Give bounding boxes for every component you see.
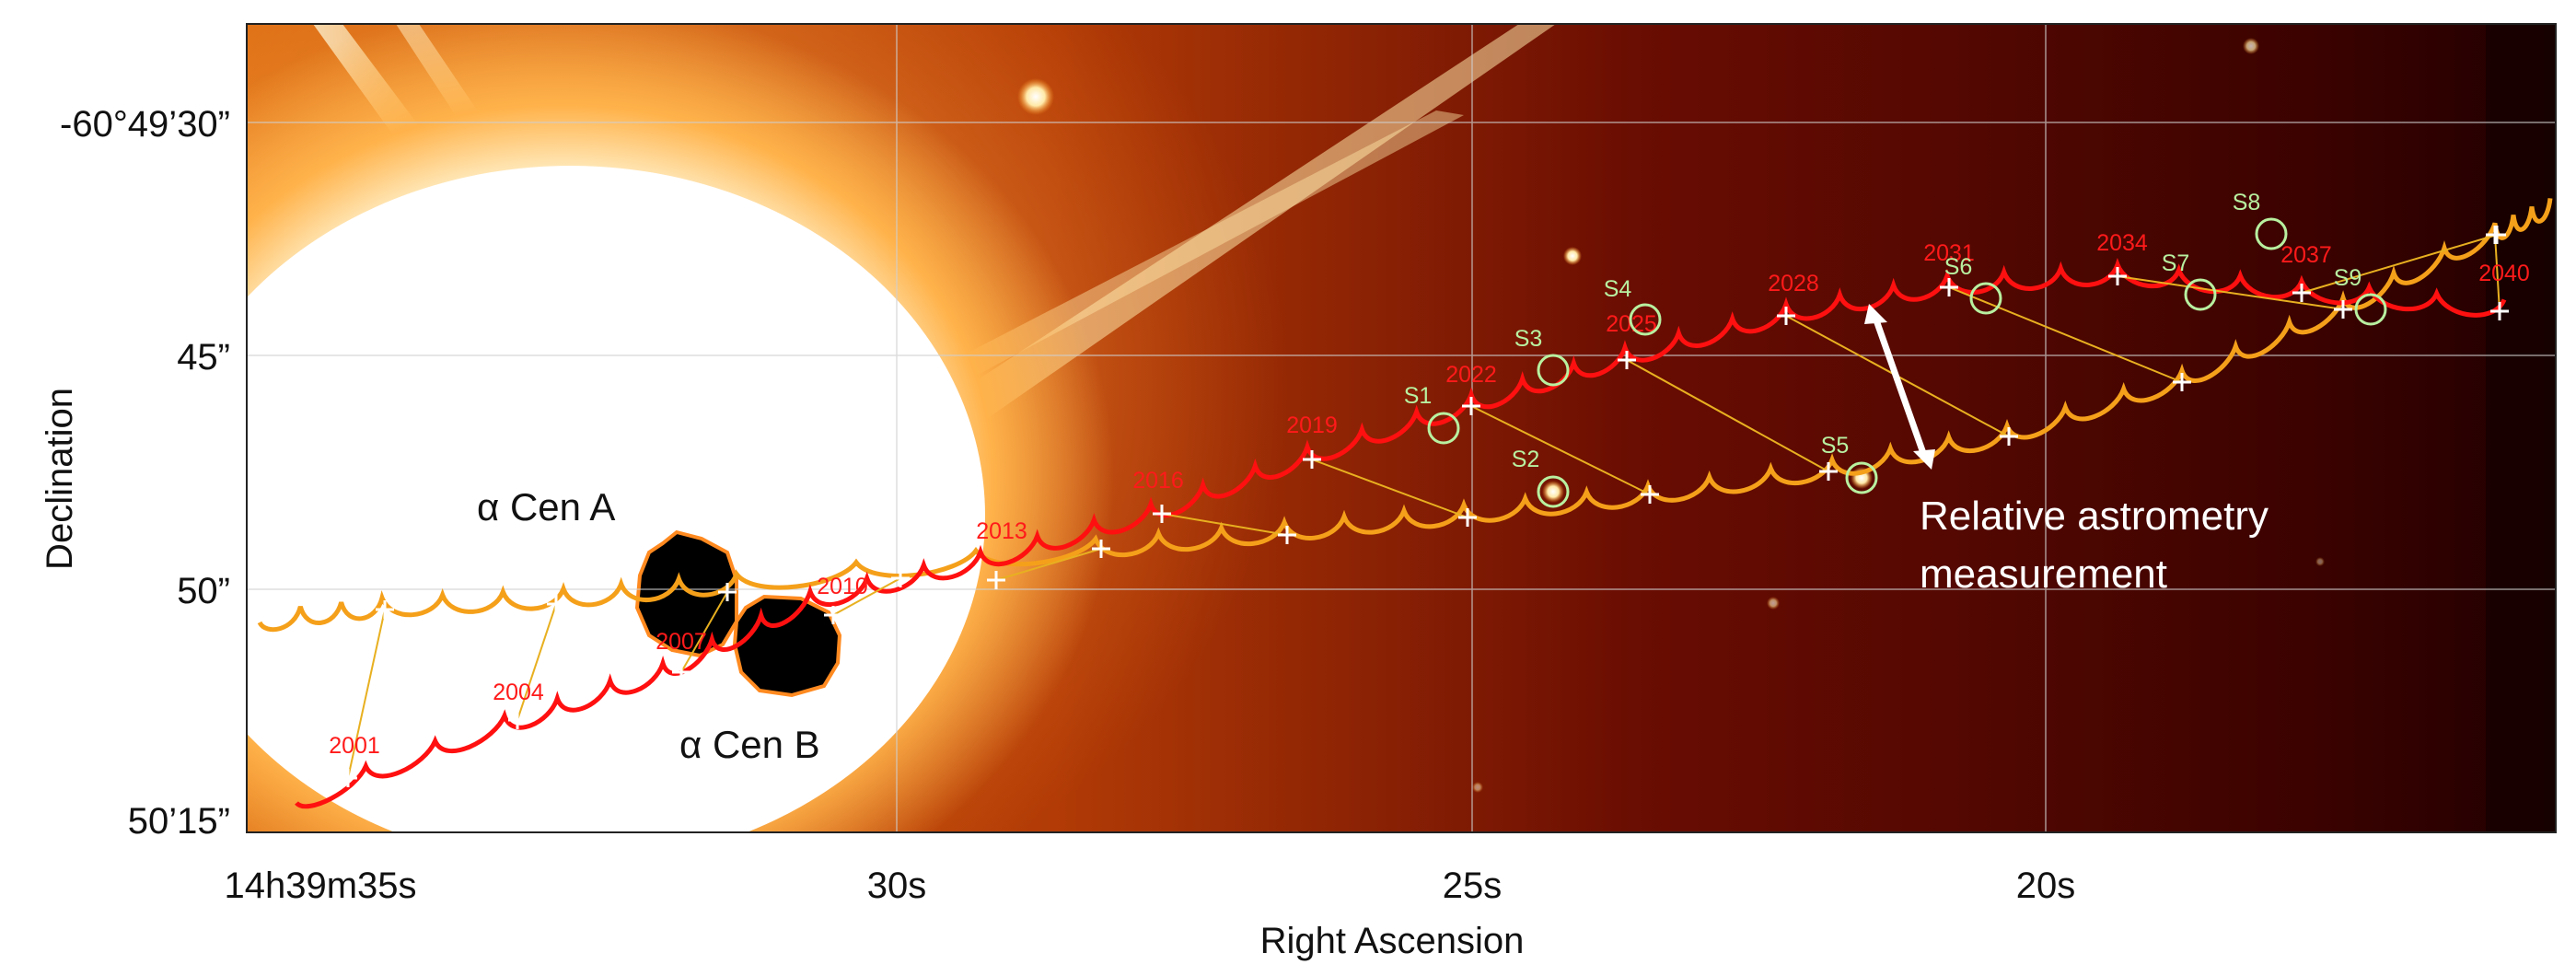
background-star-circle [2184, 278, 2217, 311]
epoch-cross-marker [2292, 284, 2311, 302]
background-star-circle [2255, 217, 2288, 250]
orange-track-line [257, 198, 2553, 633]
background-star-circle [1427, 412, 1460, 445]
epoch-cross-marker [1819, 462, 1838, 481]
epoch-connector [1626, 359, 1829, 472]
year-label: 2031 [1923, 240, 1975, 266]
star-a-label: α Cen A [477, 485, 615, 529]
year-label: 2040 [2478, 261, 2530, 286]
epoch-connector [832, 577, 901, 616]
epoch-cross-marker [508, 711, 527, 729]
x-axis-title: Right Ascension [1260, 921, 1525, 961]
epoch-connector [2494, 234, 2501, 312]
year-label: 2019 [1286, 412, 1338, 438]
epoch-connector [2301, 234, 2498, 294]
epoch-cross-marker [2108, 267, 2127, 285]
epoch-cross-marker [2486, 226, 2504, 244]
background-star-markers: S1 S2 S3 S4 S5 S6 S7 S8 S9 [1404, 190, 2387, 508]
year-label: 2013 [976, 518, 1027, 544]
epoch-cross-marker [891, 569, 910, 587]
background-star-circle [1629, 303, 1662, 336]
background-star-circle [2354, 293, 2387, 326]
epoch-cross-marker [672, 663, 690, 681]
epoch-connector [1948, 286, 2183, 383]
epoch-cross-marker [1458, 508, 1477, 527]
background-star-circle [1537, 475, 1570, 508]
x-tick-label: 25s [1443, 866, 1503, 906]
epoch-cross-marker [1462, 397, 1480, 415]
background-star-circle [1969, 282, 2002, 315]
epoch-cross-marker [987, 571, 1005, 589]
epoch-cross-marker [1777, 307, 1795, 325]
epoch-cross-marker [824, 606, 842, 624]
background-star-label: S5 [1821, 433, 1850, 459]
year-label: 2028 [1768, 271, 1819, 296]
background-star-circle [1537, 354, 1570, 387]
epoch-cross-marker [1641, 485, 1659, 504]
epoch-cross-marker [2173, 373, 2191, 391]
annotation-line1: Relative astrometry [1920, 494, 2269, 539]
star-b-label: α Cen B [679, 723, 820, 766]
relative-astrometry-arrow [1864, 304, 1935, 470]
epoch-cross-marker [1092, 540, 1110, 558]
year-label: 2034 [2096, 230, 2148, 256]
year-label: 2007 [656, 629, 707, 655]
epoch-connector [347, 609, 386, 779]
epoch-cross-marker [718, 583, 737, 601]
epoch-cross-marker [547, 595, 565, 613]
year-label: 2016 [1132, 468, 1184, 494]
epoch-connector [516, 603, 557, 721]
epoch-connector [2117, 275, 2344, 310]
epoch-cross-marker [2000, 427, 2018, 446]
epoch-cross-marker [1940, 278, 1958, 296]
plot-frame [246, 23, 2557, 833]
year-labels: 2001200420072010201320162019202220252028… [329, 230, 2530, 759]
background-star-label: S6 [1944, 254, 1973, 280]
epoch-cross-marker [1153, 505, 1171, 523]
annotation-line2: measurement [1920, 552, 2167, 597]
year-label: 2022 [1445, 362, 1497, 388]
background-star-label: S2 [1512, 447, 1540, 472]
y-tick-label: 50” [177, 571, 230, 611]
epoch-connectors [347, 234, 2501, 779]
epoch-connector [1311, 459, 1468, 518]
y-tick-label: 50’15” [128, 801, 230, 842]
y-tick-label: -60°49’30” [60, 104, 230, 145]
x-tick-label: 20s [2016, 866, 2076, 906]
epoch-cross-marker [1278, 526, 1296, 544]
background-star-label: S1 [1404, 383, 1433, 409]
background-star-label: S9 [2334, 265, 2362, 291]
epoch-connector [1161, 513, 1288, 536]
background-star-circle [1845, 461, 1878, 494]
year-label: 2010 [817, 574, 868, 599]
year-label: 2037 [2280, 242, 2332, 268]
epoch-cross-marker [2490, 302, 2509, 320]
epoch-cross-marker [376, 600, 394, 619]
epoch-cross-marker [339, 769, 357, 787]
epoch-markers [339, 226, 2509, 787]
x-tick-label: 30s [867, 866, 927, 906]
epoch-cross-marker [2334, 300, 2352, 319]
background-star-label: S8 [2233, 190, 2261, 215]
epoch-cross-marker [1618, 351, 1636, 369]
year-label: 2004 [493, 680, 544, 705]
coordinate-grid [247, 24, 2556, 832]
background-star-label: S3 [1514, 326, 1543, 352]
epoch-connector [1470, 405, 1651, 495]
epoch-cross-marker [1303, 450, 1321, 469]
epoch-connector [680, 591, 728, 673]
background-star-label: S7 [2162, 250, 2190, 276]
year-label: 2001 [329, 733, 380, 759]
x-tick-label: 14h39m35s [224, 866, 416, 906]
y-tick-label: 45” [177, 337, 230, 378]
y-axis-title: Declination [40, 388, 80, 570]
epoch-connector [995, 548, 1102, 581]
sky-image [247, 24, 2556, 832]
orange-track [257, 198, 2553, 633]
background-star-label: S4 [1604, 276, 1632, 302]
